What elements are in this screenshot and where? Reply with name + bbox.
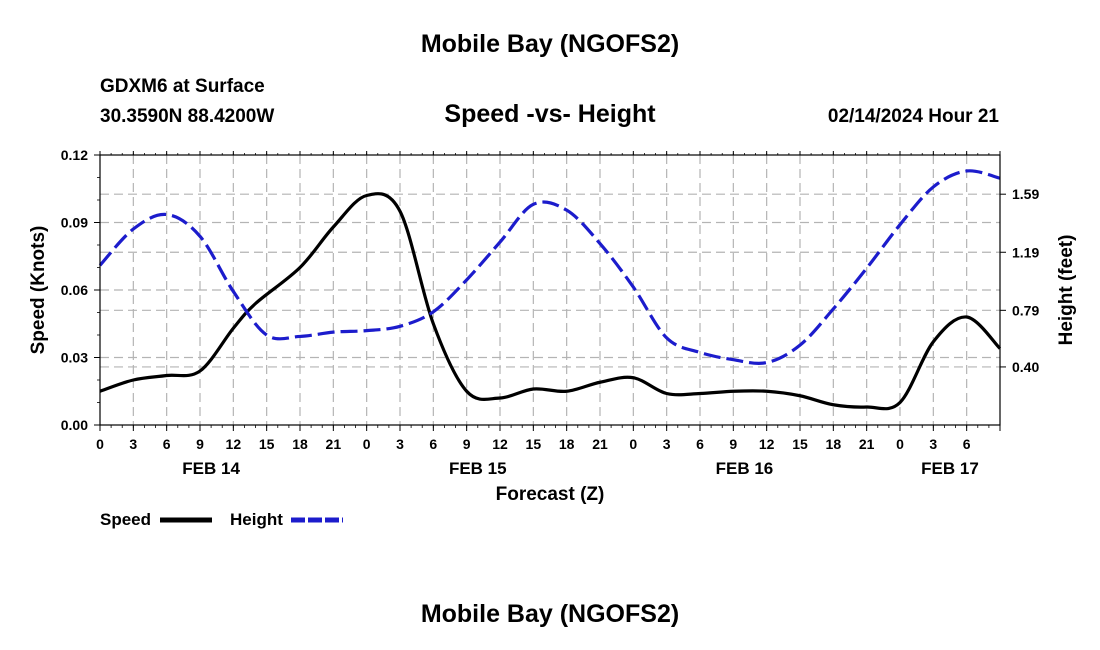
x-tick-label: 0 <box>96 436 104 452</box>
x-tick-label: 0 <box>363 436 371 452</box>
chart-labels: 0 3 6 9 12 15 18 21 0 3 6 9 12 15 18 21 0 3 6 9 12 15 18 21 0 3 6F… <box>61 147 1040 478</box>
x-tick-label: 9 <box>729 436 737 452</box>
x-tick-label: 18 <box>292 436 308 452</box>
legend-height-label: Height <box>230 510 283 529</box>
forecast-datetime: 02/14/2024 Hour 21 <box>827 106 999 127</box>
chart-series <box>98 169 1002 411</box>
chart-main-title: Mobile Bay (NGOFS2) <box>420 30 680 58</box>
station-coordinates: 30.3590N 88.4200W <box>100 106 275 127</box>
x-tick-label: 3 <box>929 436 937 452</box>
y-tick-label: 0.00 <box>61 417 88 433</box>
x-tick-label: 18 <box>826 436 842 452</box>
x-tick-label: 15 <box>526 436 542 452</box>
station-label: GDXM6 at Surface <box>100 76 265 97</box>
x-tick-label: 9 <box>463 436 471 452</box>
x-tick-label: 0 <box>896 436 904 452</box>
x-tick-label: 18 <box>559 436 575 452</box>
y-axis-label: Speed (Knots) <box>28 226 49 355</box>
x-axis-label: Forecast (Z) <box>496 484 605 505</box>
x-tick-label: 3 <box>663 436 671 452</box>
x-tick-label: 0 <box>629 436 637 452</box>
chart-subtitle: Speed -vs- Height <box>444 100 656 128</box>
x-tick-label: 6 <box>429 436 437 452</box>
x-tick-label: 15 <box>259 436 275 452</box>
x-tick-label: 6 <box>696 436 704 452</box>
x-tick-label: 6 <box>963 436 971 452</box>
x-tick-label: 12 <box>492 436 508 452</box>
x-tick-label: 12 <box>759 436 775 452</box>
x-tick-label: 21 <box>592 436 608 452</box>
y2-tick-label: 0.79 <box>1012 302 1039 318</box>
x-tick-label: 3 <box>129 436 137 452</box>
x-tick-label: 9 <box>196 436 204 452</box>
date-label: FEB 14 <box>182 459 240 478</box>
date-label: FEB 15 <box>449 459 507 478</box>
y-tick-label: 0.12 <box>61 147 88 163</box>
y2-tick-label: 1.59 <box>1012 186 1039 202</box>
x-tick-label: 12 <box>226 436 242 452</box>
y-tick-label: 0.09 <box>61 215 88 231</box>
y-tick-label: 0.06 <box>61 282 88 298</box>
x-tick-label: 6 <box>163 436 171 452</box>
x-tick-label: 21 <box>859 436 875 452</box>
repeated-chart-title: Mobile Bay (NGOFS2) <box>420 600 680 628</box>
speed-series-line <box>99 192 1002 411</box>
legend-speed-label: Speed <box>100 510 151 529</box>
y2-tick-label: 1.19 <box>1012 244 1039 260</box>
x-tick-label: 3 <box>396 436 404 452</box>
y2-axis-label: Height (feet) <box>1056 235 1077 346</box>
date-label: FEB 17 <box>921 459 979 478</box>
chart-legend: Speed Height <box>100 510 343 529</box>
x-tick-label: 15 <box>792 436 808 452</box>
y2-tick-label: 0.40 <box>1012 359 1039 375</box>
chart-gridlines <box>100 155 1000 425</box>
date-label: FEB 16 <box>716 459 774 478</box>
y-tick-label: 0.03 <box>61 350 88 366</box>
plot-frame <box>99 154 1001 426</box>
x-tick-label: 21 <box>326 436 342 452</box>
height-series-line <box>98 169 1001 365</box>
